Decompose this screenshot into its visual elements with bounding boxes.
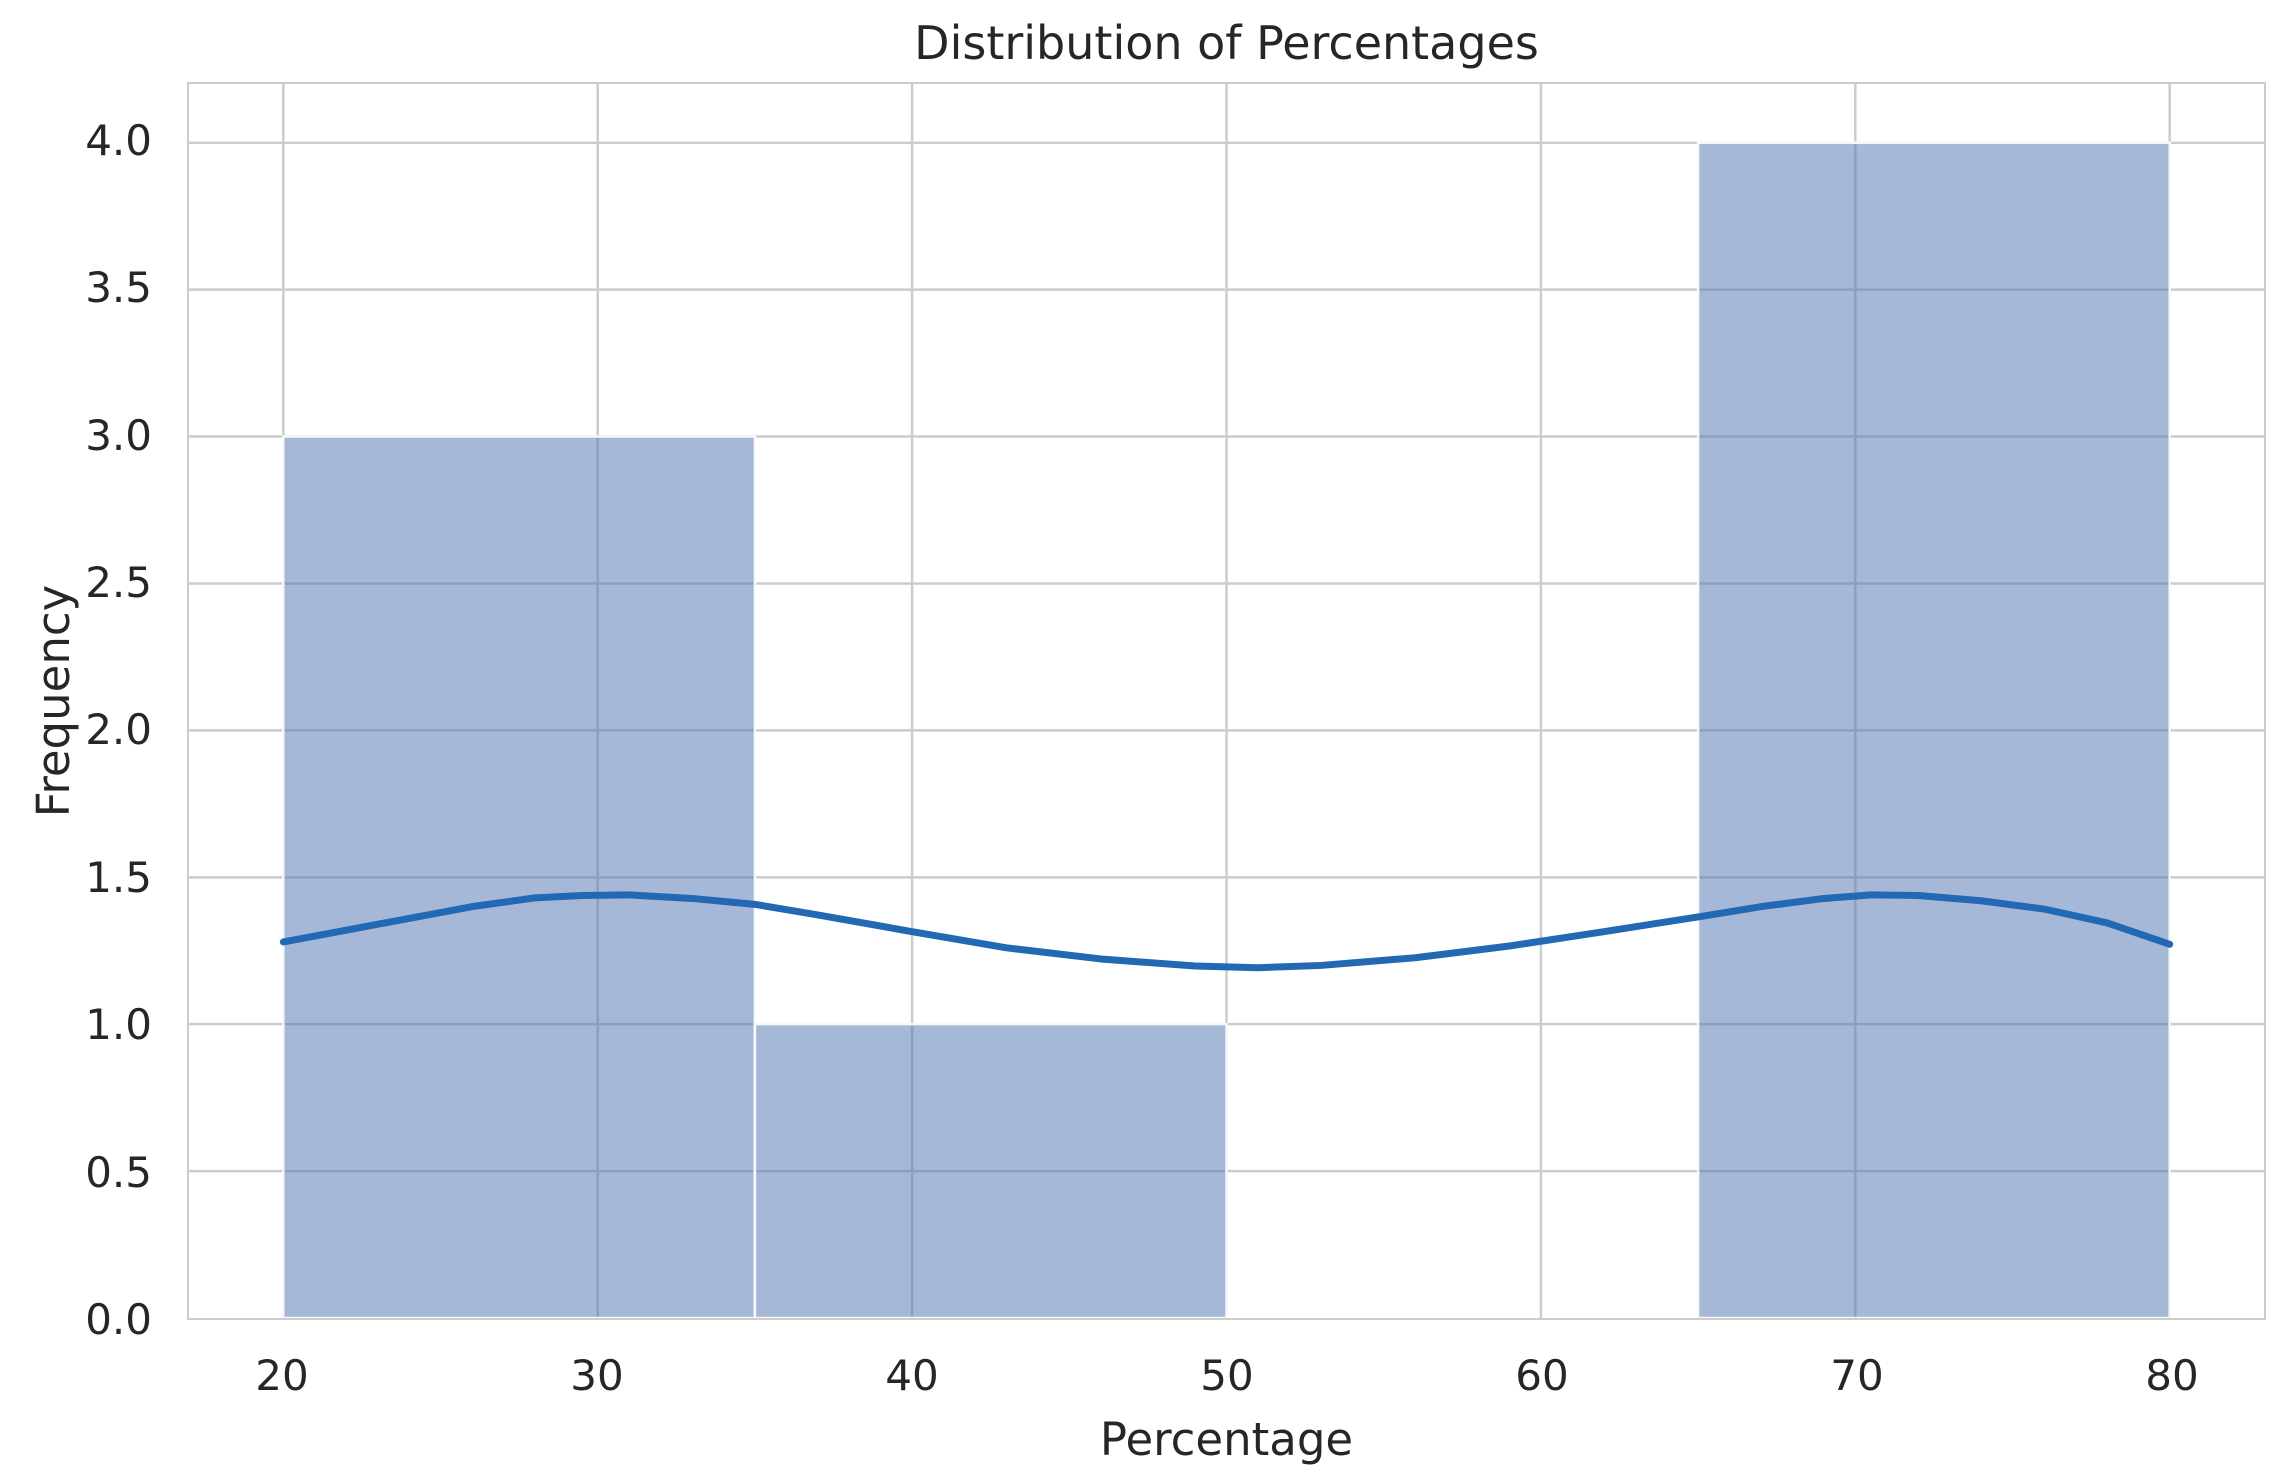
y-tick-label: 4.0	[85, 116, 152, 165]
y-tick-label: 1.0	[85, 1000, 152, 1049]
plot-area	[187, 82, 2266, 1320]
x-tick-label: 50	[1200, 1351, 1254, 1400]
x-axis-label: Percentage	[1099, 1413, 1354, 1466]
x-tick-label: 70	[1830, 1351, 1884, 1400]
x-tick-label: 40	[885, 1351, 939, 1400]
histogram-bar	[753, 1022, 1228, 1318]
y-tick-label: 0.5	[85, 1148, 152, 1197]
y-tick-label: 2.5	[85, 558, 152, 607]
y-tick-label: 1.5	[85, 853, 152, 902]
histogram-svg	[189, 84, 2264, 1318]
histogram-bar	[1696, 141, 2171, 1318]
x-tick-label: 20	[255, 1351, 309, 1400]
x-tick-label: 60	[1515, 1351, 1569, 1400]
kde-curve	[279, 891, 2174, 972]
y-tick-label: 3.5	[85, 263, 152, 312]
y-tick-label: 2.0	[85, 705, 152, 754]
x-tick-label: 80	[2145, 1351, 2199, 1400]
chart-title: Distribution of Percentages	[914, 16, 1539, 70]
y-tick-label: 0.0	[85, 1295, 152, 1344]
y-tick-label: 3.0	[85, 411, 152, 460]
histogram-bar	[282, 435, 757, 1318]
x-tick-label: 30	[570, 1351, 624, 1400]
